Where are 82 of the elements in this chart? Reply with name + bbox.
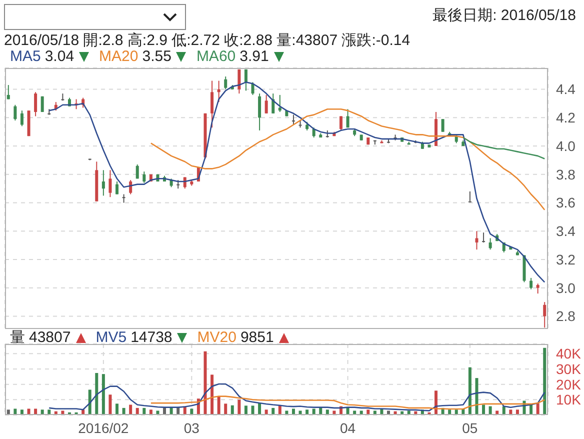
- y-tick-label: 3.2: [556, 251, 576, 268]
- candlestick: [40, 96, 44, 112]
- text: 3.55: [142, 48, 172, 65]
- annotation: 14738: [130, 329, 172, 346]
- candlestick: [475, 230, 478, 250]
- candlestick: [6, 84, 10, 100]
- bar: [244, 406, 248, 415]
- x-tick-label: 05: [462, 420, 478, 436]
- candlestick: [34, 92, 38, 117]
- chart-title: 最後日期: 2016/05/18: [432, 6, 576, 25]
- candlestick: [468, 190, 472, 202]
- candlestick: [142, 171, 146, 184]
- bar: [116, 404, 118, 415]
- line-series: [462, 136, 546, 160]
- y-tick-label: 3.8: [556, 166, 576, 182]
- bar: [238, 400, 241, 415]
- annotation: 9851: [240, 329, 274, 346]
- candlestick: [482, 232, 486, 243]
- y-tick-label: 3.6: [556, 194, 576, 211]
- candlestick: [536, 283, 540, 294]
- y-tick-label: 3.4: [556, 223, 576, 240]
- bar: [482, 404, 486, 415]
- candlestick: [264, 94, 268, 114]
- candlestick: [441, 118, 444, 132]
- candlestick: [258, 93, 262, 131]
- text: 3.91: [240, 48, 269, 65]
- candlestick: [488, 238, 492, 250]
- bar: [543, 348, 546, 415]
- candlestick: [136, 164, 139, 180]
- candlestick: [102, 170, 105, 196]
- y-tick-label: 4.4: [556, 81, 576, 98]
- y-tick-label: 4.2: [556, 110, 576, 126]
- line-series: [48, 383, 546, 412]
- line-series: [150, 108, 546, 210]
- text: MA5: [10, 48, 41, 65]
- candlestick: [116, 180, 118, 195]
- x-tick-label: 03: [184, 420, 200, 436]
- bar: [108, 394, 112, 415]
- bar: [129, 404, 132, 415]
- bar: [224, 404, 228, 415]
- bar: [251, 406, 254, 415]
- candlestick: [108, 170, 112, 198]
- candlestick: [278, 94, 282, 112]
- text: 3.04: [44, 48, 74, 65]
- chart-subtitle: 2016/05/18 開:2.8 高:2.9 低:2.72 收:2.88 量:43807 漲跌:-0.14: [4, 31, 410, 50]
- bar: [102, 374, 105, 415]
- x-tick-label: 2016/02: [78, 420, 129, 436]
- bar: [468, 367, 472, 415]
- text: MA20: [99, 48, 138, 65]
- candlestick: [210, 80, 214, 128]
- candlestick: [14, 104, 17, 121]
- candlestick: [129, 180, 132, 195]
- candlestick: [224, 76, 228, 90]
- annotation: 43807: [29, 329, 71, 346]
- candlestick: [543, 302, 546, 328]
- y-tick-label: 3.0: [556, 280, 576, 296]
- y-tick-label: 10K: [556, 392, 582, 408]
- text: MV20: [197, 329, 236, 346]
- candlestick: [122, 194, 126, 204]
- bar: [210, 374, 214, 415]
- bar: [95, 372, 98, 415]
- candlestick: [346, 108, 350, 128]
- line-series: [150, 396, 546, 410]
- y-tick-label: 20K: [556, 376, 582, 392]
- candlestick: [530, 277, 533, 290]
- x-tick-label: 04: [340, 420, 356, 436]
- y-axis-title: 量: [10, 328, 25, 347]
- y-tick-label: 30K: [556, 360, 582, 377]
- candlestick: [272, 93, 275, 114]
- bar: [217, 396, 220, 415]
- bar: [204, 351, 207, 415]
- text: MV5: [96, 329, 127, 346]
- candlestick: [251, 82, 254, 96]
- text: MA60: [196, 48, 236, 65]
- y-tick-label: 40K: [556, 346, 582, 362]
- bar: [475, 378, 478, 415]
- candlestick: [244, 68, 248, 92]
- candlestick: [20, 110, 24, 127]
- candlestick: [292, 114, 295, 126]
- candlestick: [339, 116, 342, 131]
- y-tick-label: 4.0: [556, 138, 576, 154]
- y-tick-label: 2.8: [556, 308, 576, 324]
